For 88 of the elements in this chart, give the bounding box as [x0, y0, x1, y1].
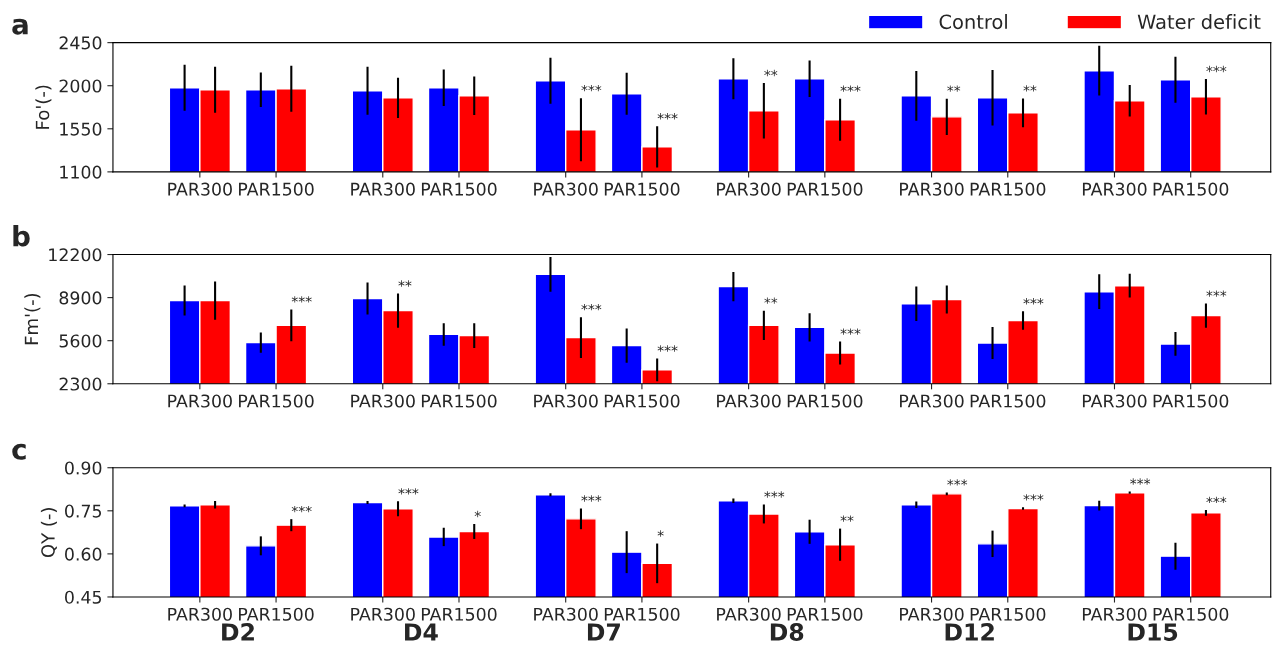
- text: D7: [587, 623, 620, 641]
- data-label: ***: [1023, 494, 1044, 501]
- y-tick-label: 1550: [60, 122, 102, 136]
- data-label: ***: [581, 495, 602, 502]
- data-label: ***: [764, 491, 785, 498]
- x-tick-label: PAR300: [900, 607, 964, 621]
- x-tick-label: PAR300: [534, 394, 598, 408]
- x-tick-label: PAR1500: [604, 394, 680, 408]
- legend-label: Water deficit: [1137, 14, 1261, 30]
- y-tick-label: 5600: [59, 334, 102, 348]
- x-tick-label: PAR300: [1082, 607, 1147, 621]
- x-tick-label: PAR1500: [970, 394, 1046, 408]
- x-tick-label: PAR300: [1082, 182, 1147, 196]
- data-label: ***: [947, 479, 968, 486]
- x-tick-label: PAR300: [351, 182, 415, 196]
- y-tick-label: 0.45: [65, 590, 102, 604]
- data-label: ***: [1206, 65, 1227, 73]
- chart-title: b: [13, 225, 30, 247]
- y-tick-label: 2300: [59, 377, 102, 391]
- data-label: **: [764, 297, 778, 304]
- data-label: **: [398, 280, 412, 287]
- x-tick-label: PAR300: [351, 394, 415, 408]
- y-tick-label: 0.90: [65, 461, 102, 475]
- data-label: ***: [398, 488, 419, 495]
- y-tick-label: 1100: [60, 165, 102, 179]
- x-tick-label: PAR300: [717, 182, 781, 196]
- x-tick-label: PAR300: [1082, 394, 1147, 408]
- data-label: *: [657, 530, 664, 537]
- x-tick-label: PAR1500: [787, 607, 863, 621]
- text: D15: [1128, 623, 1178, 641]
- x-tick-label: PAR1500: [1153, 182, 1229, 196]
- data-label: ***: [1206, 496, 1227, 504]
- x-tick-label: PAR300: [717, 394, 781, 408]
- data-label: ***: [581, 303, 602, 311]
- data-label: ***: [291, 505, 312, 513]
- y-tick-label: 2000: [59, 79, 102, 93]
- y-tick-label: 12200: [49, 248, 102, 262]
- data-label: ***: [1206, 290, 1227, 297]
- y-tick-label: 0.75: [65, 504, 102, 518]
- y-axis-title: Fo'(-): [35, 85, 52, 129]
- x-tick-label: PAR1500: [421, 607, 497, 621]
- y-axis-title: QY (-): [40, 508, 57, 558]
- x-tick-label: PAR1500: [1153, 394, 1229, 408]
- x-tick-label: PAR1500: [604, 607, 680, 621]
- text: D8: [770, 623, 804, 641]
- x-tick-label: PAR1500: [970, 607, 1046, 621]
- x-tick-label: PAR1500: [239, 182, 314, 196]
- data-label: **: [840, 515, 854, 522]
- data-label: **: [1023, 85, 1037, 92]
- data-label: ***: [657, 113, 678, 120]
- text: D12: [945, 623, 994, 641]
- data-label: ***: [657, 345, 678, 352]
- data-label: *: [474, 510, 481, 518]
- x-tick-label: PAR1500: [970, 182, 1046, 196]
- chart-title: c: [12, 443, 26, 460]
- x-tick-label: PAR300: [717, 607, 781, 621]
- data-label: ***: [581, 84, 602, 92]
- x-tick-label: PAR300: [534, 607, 598, 621]
- data-label: **: [764, 69, 778, 77]
- x-tick-label: PAR1500: [787, 182, 863, 196]
- x-tick-label: PAR300: [168, 182, 232, 196]
- text: D4: [405, 623, 438, 641]
- data-label: **: [947, 85, 961, 92]
- x-tick-label: PAR300: [534, 182, 598, 196]
- y-axis-title: Fm'(-): [24, 293, 41, 345]
- x-tick-label: PAR300: [168, 394, 232, 408]
- x-tick-label: PAR300: [168, 607, 232, 621]
- x-tick-label: PAR1500: [421, 394, 497, 408]
- x-tick-label: PAR1500: [1153, 607, 1229, 621]
- y-tick-label: 8900: [59, 291, 102, 305]
- data-label: ***: [840, 85, 861, 92]
- data-label: ***: [291, 296, 312, 303]
- x-tick-label: PAR1500: [421, 182, 497, 196]
- x-tick-label: PAR300: [900, 394, 964, 408]
- data-label: ***: [840, 328, 861, 335]
- y-tick-label: 0.60: [65, 547, 102, 561]
- legend-label: Control: [939, 14, 1007, 30]
- x-tick-label: PAR300: [351, 607, 415, 621]
- chart-title: a: [12, 18, 28, 35]
- data-label: ***: [1130, 478, 1151, 485]
- x-tick-label: PAR1500: [239, 607, 314, 621]
- y-tick-label: 2450: [59, 36, 102, 50]
- x-tick-label: PAR1500: [604, 182, 680, 196]
- text: D2: [222, 623, 254, 641]
- data-label: ***: [1023, 298, 1044, 305]
- x-tick-label: PAR1500: [787, 394, 863, 408]
- x-tick-label: PAR1500: [239, 394, 314, 408]
- x-tick-label: PAR300: [900, 182, 964, 196]
